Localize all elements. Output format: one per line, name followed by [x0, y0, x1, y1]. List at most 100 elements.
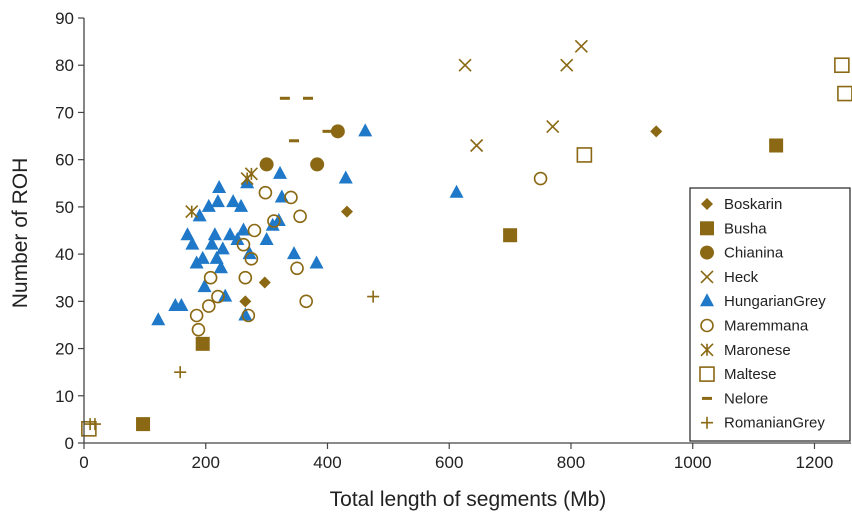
data-point [195, 250, 210, 264]
legend-item: Maronese [700, 342, 791, 359]
data-point [271, 213, 286, 227]
x-tick-label: 0 [79, 453, 88, 472]
plot-area [81, 39, 852, 437]
data-point [289, 139, 300, 143]
legend-label: Busha [724, 220, 767, 237]
data-point [192, 208, 207, 222]
legend-marker [702, 396, 712, 400]
data-point [239, 295, 252, 308]
series-busha [136, 138, 784, 432]
legend-marker [700, 293, 714, 307]
x-tick-label: 400 [313, 453, 341, 472]
data-point [185, 236, 200, 250]
data-point [180, 227, 195, 241]
y-tick-label: 10 [55, 387, 74, 406]
data-point [265, 217, 280, 231]
data-point [338, 170, 353, 184]
legend-marker [701, 198, 713, 210]
data-point [458, 58, 472, 72]
legend: Boskarin Busha Chianina Heck HungarianGrey Ma… [689, 187, 851, 442]
y-tick-label: 90 [55, 9, 74, 28]
data-point [279, 96, 290, 100]
data-point [650, 125, 663, 138]
data-point [449, 184, 464, 198]
y-tick-label: 0 [65, 434, 74, 453]
legend-item: Chianina [700, 245, 784, 262]
data-point [174, 298, 189, 312]
legend-label: Chianina [724, 245, 784, 262]
legend-item: Boskarin [701, 196, 782, 213]
data-point [330, 124, 345, 139]
data-point [259, 157, 274, 172]
data-point [574, 39, 588, 53]
data-point [367, 290, 380, 303]
legend-marker [700, 221, 714, 236]
data-point [358, 123, 373, 137]
data-point [303, 96, 314, 100]
data-point [151, 312, 166, 326]
legend-marker [700, 343, 714, 357]
data-point [299, 294, 313, 309]
y-tick-label: 60 [55, 151, 74, 170]
y-tick-label: 70 [55, 103, 74, 122]
data-point [244, 252, 259, 266]
data-point [174, 366, 187, 379]
series-boskarin [239, 125, 663, 308]
data-point [212, 180, 227, 193]
data-point [234, 198, 249, 212]
legend-item: Maremmana [700, 318, 809, 335]
data-point [189, 255, 204, 269]
legend-marker [700, 318, 714, 333]
data-point [230, 231, 245, 245]
data-point [533, 171, 548, 186]
legend-label: Maltese [724, 366, 777, 383]
data-point [209, 250, 224, 264]
data-point [322, 129, 333, 133]
data-point [284, 190, 298, 205]
y-tick-label: 20 [55, 340, 74, 359]
data-point [247, 223, 262, 238]
series-hungariangrey [151, 123, 464, 326]
data-point [837, 85, 852, 102]
legend-label: Maremmana [724, 318, 809, 335]
x-tick-label: 200 [192, 453, 220, 472]
legend-label: HungarianGrey [724, 293, 826, 310]
legend-label: RomanianGrey [724, 415, 825, 432]
legend-marker [700, 270, 714, 284]
legend-label: Nelore [724, 390, 768, 407]
legend-item: Maltese [699, 366, 777, 383]
data-point [309, 255, 324, 269]
y-tick-label: 80 [55, 56, 74, 75]
legend-item: Nelore [702, 390, 768, 407]
data-point [207, 227, 222, 241]
legend-item: RomanianGrey [701, 415, 825, 432]
data-point [215, 241, 230, 255]
data-point [259, 231, 274, 245]
legend-marker [699, 366, 715, 382]
series-maltese [81, 57, 852, 437]
data-point [191, 322, 206, 337]
data-point [238, 270, 253, 285]
series-chianina [259, 124, 345, 172]
data-point [88, 418, 101, 431]
legend-label: Boskarin [724, 196, 782, 213]
data-point [226, 194, 241, 208]
data-point [287, 246, 302, 260]
legend-marker [700, 245, 714, 260]
data-point [197, 279, 212, 293]
data-point [185, 205, 199, 219]
data-point [310, 157, 325, 172]
data-point [201, 198, 216, 212]
y-tick-label: 30 [55, 292, 74, 311]
data-point [211, 289, 225, 304]
legend-label: Heck [724, 269, 759, 286]
data-point [136, 417, 151, 432]
data-point [244, 167, 258, 181]
data-point [241, 308, 256, 323]
data-point [546, 120, 560, 134]
data-point [203, 270, 218, 285]
y-tick-label: 40 [55, 245, 74, 264]
data-point [236, 222, 251, 236]
series-maremmana [189, 171, 548, 337]
